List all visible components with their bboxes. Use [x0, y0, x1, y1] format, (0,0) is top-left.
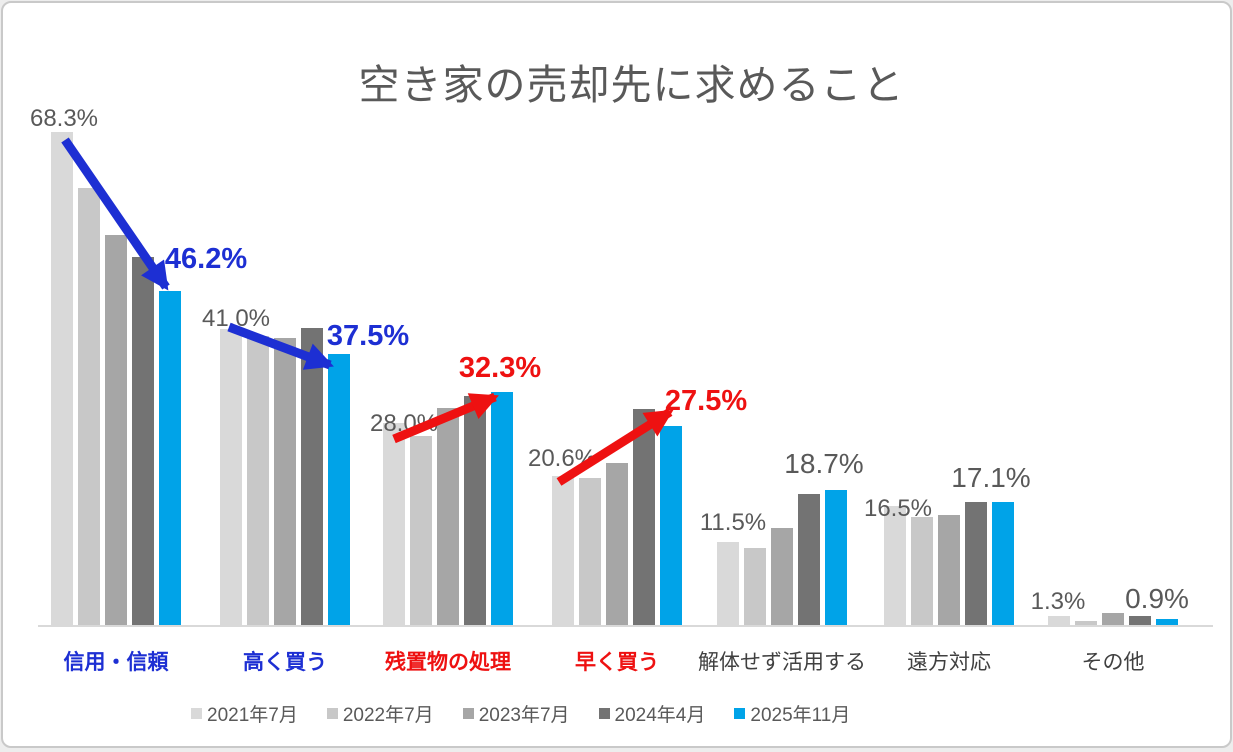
bar-2024年4月-信用・信頼 [132, 257, 154, 625]
data-label: 16.5% [863, 495, 933, 522]
bar-2022年7月-高く買う [247, 336, 269, 625]
data-label: 27.5% [664, 385, 748, 417]
bar-2024年4月-その他 [1129, 616, 1151, 625]
data-label: 18.7% [784, 448, 864, 479]
data-label: 11.5% [699, 509, 767, 536]
legend-item: 2022年7月 [326, 700, 434, 727]
bar-2024年4月-遠方対応 [965, 502, 987, 625]
legend-marker-icon [326, 708, 338, 719]
bar-2023年7月-信用・信頼 [105, 235, 127, 625]
legend-item: 2023年7月 [462, 700, 570, 727]
bar-2022年7月-解体せず活用する [744, 548, 766, 625]
bar-2021年7月-信用・信頼 [51, 132, 73, 625]
category-label: 残置物の処理 [385, 651, 511, 674]
bar-2024年4月-解体せず活用する [798, 494, 820, 625]
bar-2025年11月-解体せず活用する [825, 490, 847, 625]
data-label: 0.9% [1125, 583, 1189, 614]
legend-item: 2024年4月 [598, 700, 706, 727]
data-label: 41.0% [201, 305, 271, 332]
bar-2023年7月-遠方対応 [938, 515, 960, 625]
bar-2022年7月-遠方対応 [911, 517, 933, 625]
legend-label: 2021年7月 [207, 705, 298, 726]
bar-2022年7月-その他 [1075, 621, 1097, 625]
data-label: 37.5% [326, 320, 410, 352]
legend-label: 2025年11月 [750, 705, 851, 726]
category-label: 早く買う [575, 651, 659, 674]
data-label: 68.3% [29, 105, 99, 132]
data-label: 46.2% [164, 243, 248, 275]
legend: 2021年7月 2022年7月 2023年7月 2024年4月 2025年11月 [191, 700, 850, 727]
bar-2022年7月-早く買う [579, 478, 601, 625]
category-label: 解体せず活用する [698, 651, 866, 674]
data-label: 32.3% [458, 352, 542, 384]
bar-2022年7月-信用・信頼 [78, 188, 100, 625]
legend-marker-icon [734, 708, 746, 719]
chart-title: 空き家の売却先に求めること [358, 62, 905, 108]
plot-area: 信用・信頼 高く買う 残置物の処理 早く買う 解体せず活用する 遠方対応 その他 68.3% 4… [3, 3, 1233, 752]
legend-marker-icon [598, 708, 610, 719]
bar-2025年11月-その他 [1156, 619, 1178, 625]
bar-2023年7月-解体せず活用する [771, 528, 793, 625]
category-label: 高く買う [243, 651, 327, 674]
category-label: その他 [1081, 651, 1145, 674]
legend-marker-icon [191, 708, 202, 719]
bar-2024年4月-残置物の処理 [464, 396, 486, 625]
bar-2021年7月-早く買う [552, 476, 574, 625]
data-label: 17.1% [951, 462, 1031, 493]
bar-2025年11月-残置物の処理 [491, 392, 513, 625]
bar-2021年7月-遠方対応 [884, 506, 906, 625]
bar-2025年11月-早く買う [660, 426, 682, 625]
bar-2024年4月-高く買う [301, 328, 323, 625]
legend-label: 2023年7月 [478, 705, 570, 726]
bar-2023年7月-その他 [1102, 613, 1124, 625]
bar-2023年7月-残置物の処理 [437, 408, 459, 625]
bar-2021年7月-解体せず活用する [717, 542, 739, 625]
data-label: 1.3% [1030, 588, 1086, 615]
bar-2024年4月-早く買う [633, 409, 655, 625]
category-label: 遠方対応 [907, 651, 991, 674]
legend-marker-icon [462, 708, 474, 719]
bar-2025年11月-遠方対応 [992, 502, 1014, 625]
legend-label: 2022年7月 [342, 705, 434, 726]
legend-item: 2021年7月 [191, 700, 298, 727]
data-label: 20.6% [527, 445, 597, 472]
data-label: 28.0% [369, 410, 439, 437]
category-label: 信用・信頼 [63, 651, 169, 674]
bar-2021年7月-その他 [1048, 616, 1070, 625]
bar-2025年11月-信用・信頼 [159, 291, 181, 625]
bar-2021年7月-残置物の処理 [383, 423, 405, 625]
legend-label: 2024年4月 [614, 705, 706, 726]
bar-2023年7月-高く買う [274, 338, 296, 625]
legend-item: 2025年11月 [734, 700, 850, 727]
bar-2021年7月-高く買う [220, 329, 242, 625]
bar-2022年7月-残置物の処理 [410, 436, 432, 625]
bar-2025年11月-高く買う [328, 354, 350, 625]
bar-2023年7月-早く買う [606, 463, 628, 625]
x-axis-line [38, 625, 1213, 627]
